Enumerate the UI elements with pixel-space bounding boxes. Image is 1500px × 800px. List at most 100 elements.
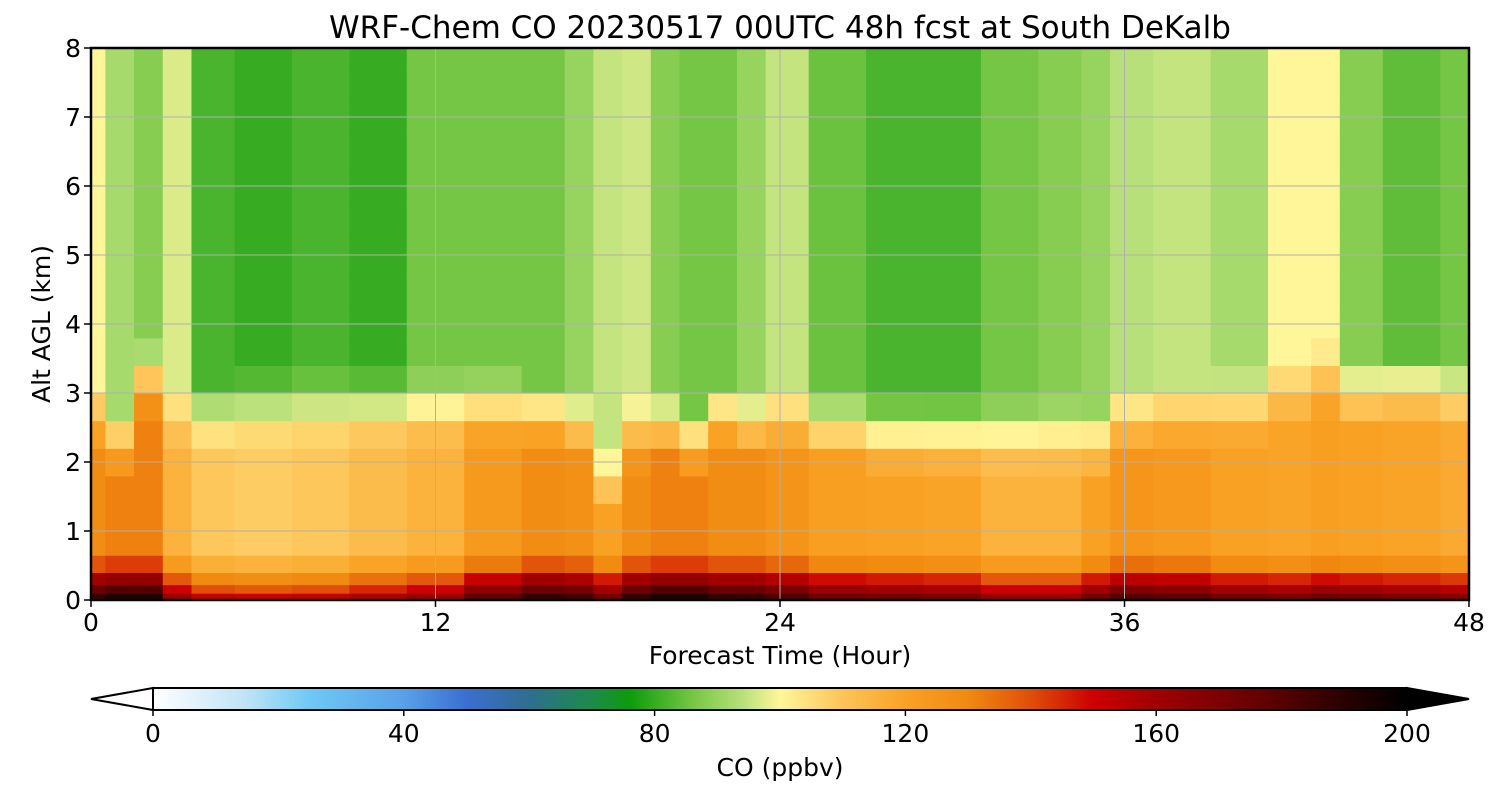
heatmap-cell [866,365,925,394]
heatmap-cell [1110,531,1154,556]
heatmap-cell [291,503,350,532]
heatmap-cell [349,365,408,394]
heatmap-cell [1311,65,1341,101]
heatmap-cell [866,503,925,532]
heatmap-cell [650,203,681,239]
heatmap-cell [923,337,982,366]
heatmap-cell [1268,48,1312,66]
heatmap-cell [679,365,709,394]
heatmap-cell [162,48,193,66]
heatmap-cell [91,555,106,573]
heatmap-cell [708,65,738,101]
heatmap-cell [464,134,523,170]
heatmap-cell [1210,572,1269,586]
heatmap-cell [923,272,982,308]
heatmap-cell [736,272,767,308]
heatmap-cell [1153,555,1212,573]
heatmap-cell [1153,203,1212,239]
heatmap-cell [1081,272,1111,308]
heatmap-cell [866,584,925,594]
heatmap-cell [1210,593,1269,599]
heatmap-cell [1339,306,1384,339]
heatmap-cell [521,503,566,532]
heatmap-cell [708,555,738,573]
heatmap-cell [291,555,350,573]
heatmap-cell [1382,337,1441,366]
heatmap-cell [1153,531,1212,556]
heatmap-cell [593,420,623,449]
heatmap-cell [808,134,867,170]
heatmap-cell [923,503,982,532]
heatmap-cell [679,531,709,556]
heatmap-cell [1081,365,1111,394]
heatmap-cell [708,393,738,422]
colorbar-tick-label: 40 [388,719,420,748]
heatmap-cell [464,272,523,308]
heatmap-cell [1311,306,1341,339]
heatmap-cell [464,572,523,586]
heatmap-cell [679,272,709,308]
heatmap-cell [1268,272,1312,308]
heatmap-cell [1339,393,1384,422]
heatmap-cell [679,584,709,594]
heatmap-cell [564,65,594,101]
heatmap-cell [708,134,738,170]
heatmap-cell [708,503,738,532]
heatmap-cell [1268,531,1312,556]
heatmap-cell [808,337,867,366]
heatmap-cell [91,203,106,239]
heatmap-cell [808,420,867,449]
heatmap-cell [464,555,523,573]
heatmap-cell [1038,48,1083,66]
y-axis: 0 1 2 3 4 5 6 7 8 [65,34,91,615]
heatmap-cell [1440,203,1469,239]
heatmap-cell [679,48,709,66]
heatmap-cell [808,531,867,556]
heatmap-cell [1081,503,1111,532]
heatmap-cell [708,475,738,504]
heatmap-cell [521,475,566,504]
heatmap-cell [1311,531,1341,556]
heatmap-cell [1210,420,1269,449]
heatmap-cell [808,306,867,339]
heatmap-cell [1081,593,1111,599]
heatmap-cell [1210,48,1269,66]
heatmap-cell [1268,365,1312,394]
heatmap-cell [736,555,767,573]
heatmap-cell [105,584,135,594]
heatmap-cell [1440,365,1469,394]
heatmap-cell [162,420,193,449]
heatmap-cell [291,272,350,308]
heatmap-cell [736,593,767,599]
colorbar-max-extension [1406,686,1470,712]
heatmap-cell [1153,572,1212,586]
heatmap-cell [1268,337,1312,366]
heatmap-cell [564,572,594,586]
heatmap-cell [1153,393,1212,422]
heatmap-cell [622,134,652,170]
heatmap-cell [866,48,925,66]
heatmap-cell [564,306,594,339]
heatmap-cell [593,584,623,594]
colorbar-tick-label: 120 [882,719,930,748]
heatmap-cell [291,475,350,504]
heatmap-cell [234,272,293,308]
heatmap-cell [521,48,566,66]
colorbar-ticks: 0 40 80 120 160 200 [145,710,1431,748]
heatmap-cell [923,555,982,573]
heatmap-cell [1382,393,1441,422]
heatmap-cell [1110,555,1154,573]
heatmap-cell [191,365,236,394]
heatmap-cell [1268,134,1312,170]
heatmap-cell [980,555,1039,573]
heatmap-cell [1311,134,1341,170]
chart-title: WRF-Chem CO 20230517 00UTC 48h fcst at S… [329,10,1231,46]
heatmap-cell [765,272,810,308]
heatmap-cell [650,503,681,532]
heatmap-cell [593,365,623,394]
heatmap-cell [1311,555,1341,573]
heatmap-cell [564,475,594,504]
heatmap-cell [1110,65,1154,101]
heatmap-cell [234,134,293,170]
heatmap-cell [1038,337,1083,366]
